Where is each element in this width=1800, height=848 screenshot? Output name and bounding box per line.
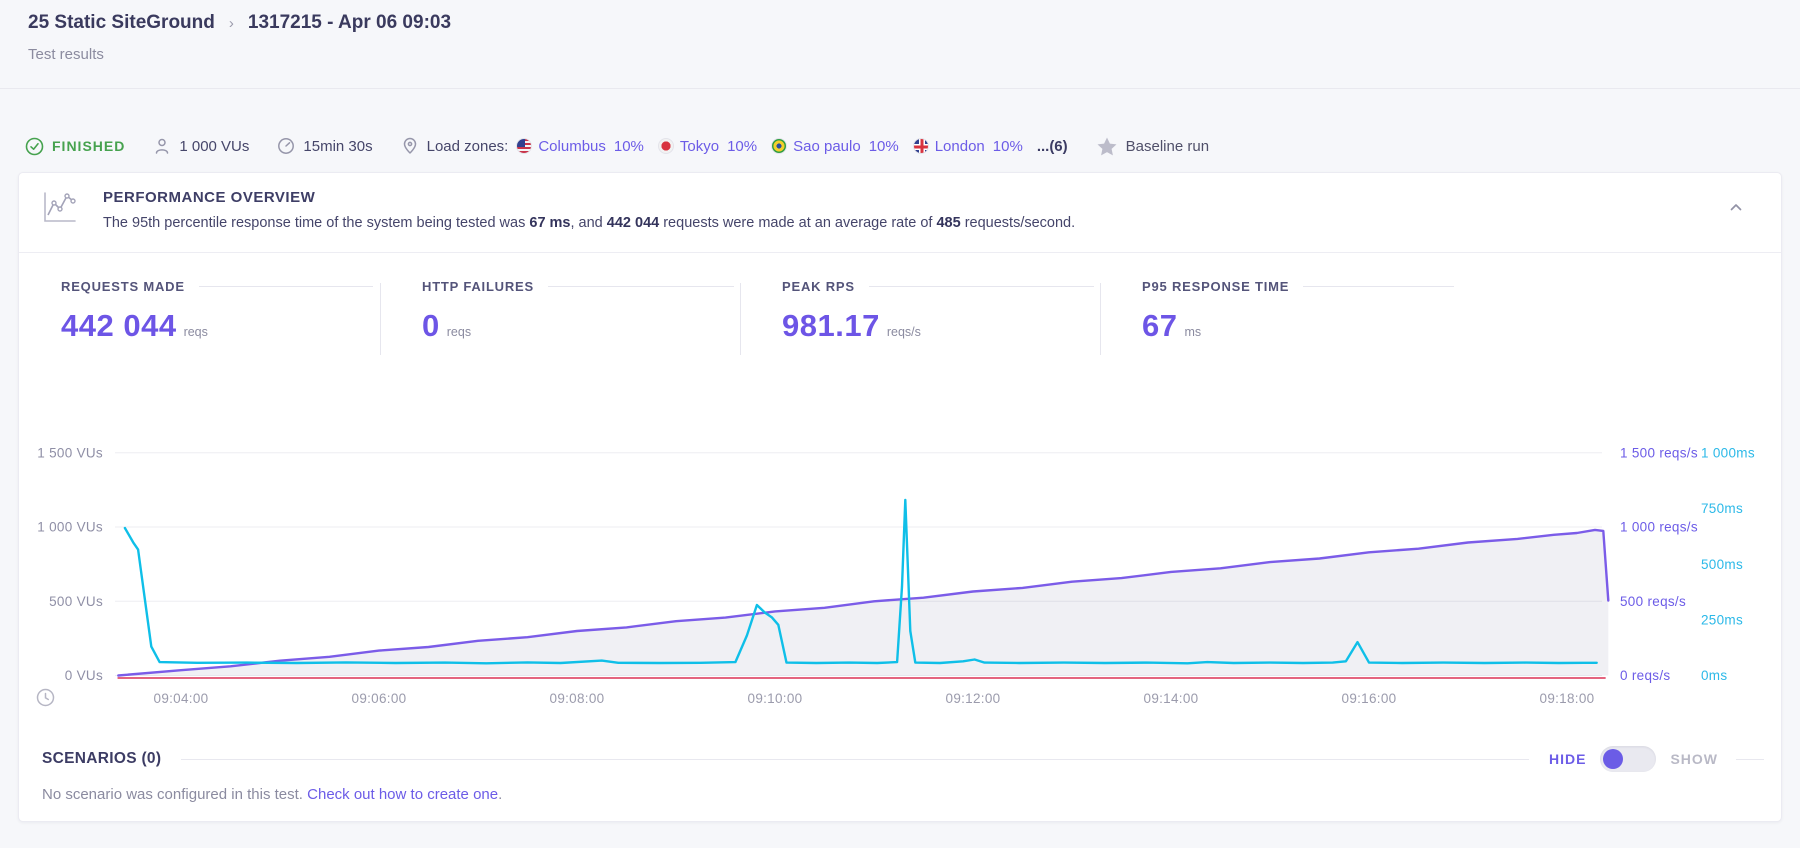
breadcrumb-separator-icon: ›	[228, 14, 234, 32]
summary-rate-value: 485	[936, 215, 961, 231]
metric-card-peak-rps: PEAK RPS 981.17 reqs/s	[782, 279, 1094, 344]
scenarios-empty-suffix: .	[498, 786, 503, 803]
load-zones-list: Columbus 10% Tokyo 10% Sao paulo 10% Lon…	[516, 137, 1068, 155]
breadcrumb-project-link[interactable]: 25 Static SiteGround	[28, 12, 215, 33]
performance-overview-panel: PERFORMANCE OVERVIEW The 95th percentile…	[18, 172, 1782, 822]
zones-more-button[interactable]: ...(6)	[1036, 137, 1068, 155]
zone-item-columbus[interactable]: Columbus 10%	[516, 138, 644, 155]
zone-item-tokyo[interactable]: Tokyo 10%	[657, 137, 758, 155]
metric-label-line	[548, 286, 734, 287]
load-zones-label: Load zones:	[426, 137, 509, 155]
zone-name: Sao paulo	[793, 137, 861, 155]
map-pin-icon	[403, 137, 416, 154]
zone-item-sao-paulo[interactable]: Sao paulo 10%	[771, 138, 899, 155]
person-icon	[156, 138, 169, 154]
jp-flag-icon	[657, 138, 674, 154]
panel-summary: The 95th percentile response time of the…	[103, 215, 1075, 231]
scenarios-show-label[interactable]: SHOW	[1670, 751, 1718, 767]
collapse-panel-button[interactable]	[1723, 195, 1749, 221]
zone-percent: 10%	[727, 137, 758, 155]
metric-card-http-failures: HTTP FAILURES 0 reqs	[422, 279, 734, 344]
stopwatch-icon	[278, 138, 295, 154]
toggle-knob	[1603, 749, 1624, 769]
zone-name: Columbus	[538, 137, 606, 155]
scenarios-divider-line	[181, 758, 1529, 760]
zone-name: London	[934, 137, 985, 155]
metric-label: PEAK RPS	[782, 279, 855, 294]
zone-name: Tokyo	[679, 137, 720, 155]
metric-value: 0	[422, 308, 440, 343]
metric-label-line	[1303, 286, 1454, 287]
metric-divider	[740, 283, 741, 355]
zone-percent: 10%	[613, 137, 644, 155]
scenarios-empty-state: No scenario was configured in this test.…	[42, 786, 502, 803]
metric-divider	[380, 283, 381, 355]
summary-p95-value: 67 ms	[529, 215, 571, 231]
breadcrumb: 25 Static SiteGround › 1317215 - Apr 06 …	[28, 12, 451, 34]
vus-count: 1 000 VUs	[153, 137, 249, 155]
scenarios-hide-label[interactable]: HIDE	[1548, 751, 1587, 767]
star-icon	[1097, 137, 1117, 155]
scenarios-toggle[interactable]	[1600, 746, 1657, 772]
test-duration: 15min 30s	[277, 137, 373, 155]
metric-unit: reqs	[183, 325, 208, 339]
scenarios-end-line	[1736, 758, 1764, 760]
br-flag-icon	[771, 138, 788, 154]
chart-line-icon	[44, 192, 76, 222]
scenarios-title: SCENARIOS (0)	[42, 750, 162, 767]
create-scenario-link[interactable]: Check out how to create one	[307, 786, 499, 803]
us-flag-icon	[516, 138, 533, 154]
baseline-run-label: Baseline run	[1125, 137, 1210, 155]
metric-label: HTTP FAILURES	[422, 279, 535, 294]
summary-text: requests were made at an average rate of	[659, 215, 937, 231]
summary-requests-value: 442 044	[606, 215, 660, 231]
metric-unit: reqs	[446, 325, 472, 339]
clock-icon	[36, 688, 55, 707]
zone-percent: 10%	[992, 137, 1023, 155]
metric-divider	[1100, 283, 1101, 355]
metric-value: 67	[1142, 308, 1178, 343]
vus-count-label: 1 000 VUs	[179, 137, 250, 155]
status-finished-badge: FINISHED	[25, 137, 125, 156]
metric-label: REQUESTS MADE	[61, 279, 185, 294]
status-label: FINISHED	[52, 138, 126, 154]
metric-card-requests-made: REQUESTS MADE 442 044 reqs	[61, 279, 373, 344]
metric-card-p95-response-time: P95 RESPONSE TIME 67 ms	[1142, 279, 1454, 344]
panel-title: PERFORMANCE OVERVIEW	[103, 189, 316, 206]
scenarios-empty-text: No scenario was configured in this test.	[42, 786, 303, 803]
chevron-up-icon	[1730, 203, 1742, 210]
metric-unit: ms	[1184, 325, 1202, 339]
metric-label-line	[198, 286, 373, 287]
baseline-run: Baseline run	[1096, 136, 1209, 157]
metric-label-line	[868, 286, 1094, 287]
duration-label: 15min 30s	[303, 137, 373, 155]
performance-chart[interactable]	[110, 400, 1605, 700]
zone-percent: 10%	[868, 137, 899, 155]
metric-label: P95 RESPONSE TIME	[1142, 279, 1290, 294]
summary-text: requests/second.	[960, 215, 1076, 231]
scenarios-header: SCENARIOS (0) HIDE SHOW	[42, 744, 1764, 774]
summary-text: The 95th percentile response time of the…	[103, 215, 530, 231]
metric-value: 442 044	[61, 308, 177, 343]
load-zones: Load zones: Columbus 10% Tokyo 10% Sao p…	[401, 137, 1068, 155]
metric-value: 981.17	[782, 308, 880, 343]
header-divider	[0, 88, 1800, 89]
status-bar: FINISHED 1 000 VUs 15min 30s Load zones:…	[25, 130, 1209, 162]
metric-unit: reqs/s	[886, 325, 921, 339]
page-subtitle: Test results	[28, 46, 104, 63]
summary-text: , and	[570, 215, 607, 231]
zone-item-london[interactable]: London 10%	[912, 137, 1023, 155]
gb-flag-icon	[912, 138, 929, 154]
check-circle-icon	[25, 137, 44, 155]
panel-header: PERFORMANCE OVERVIEW The 95th percentile…	[19, 173, 1781, 253]
breadcrumb-run-label: 1317215 - Apr 06 09:03	[247, 12, 452, 33]
